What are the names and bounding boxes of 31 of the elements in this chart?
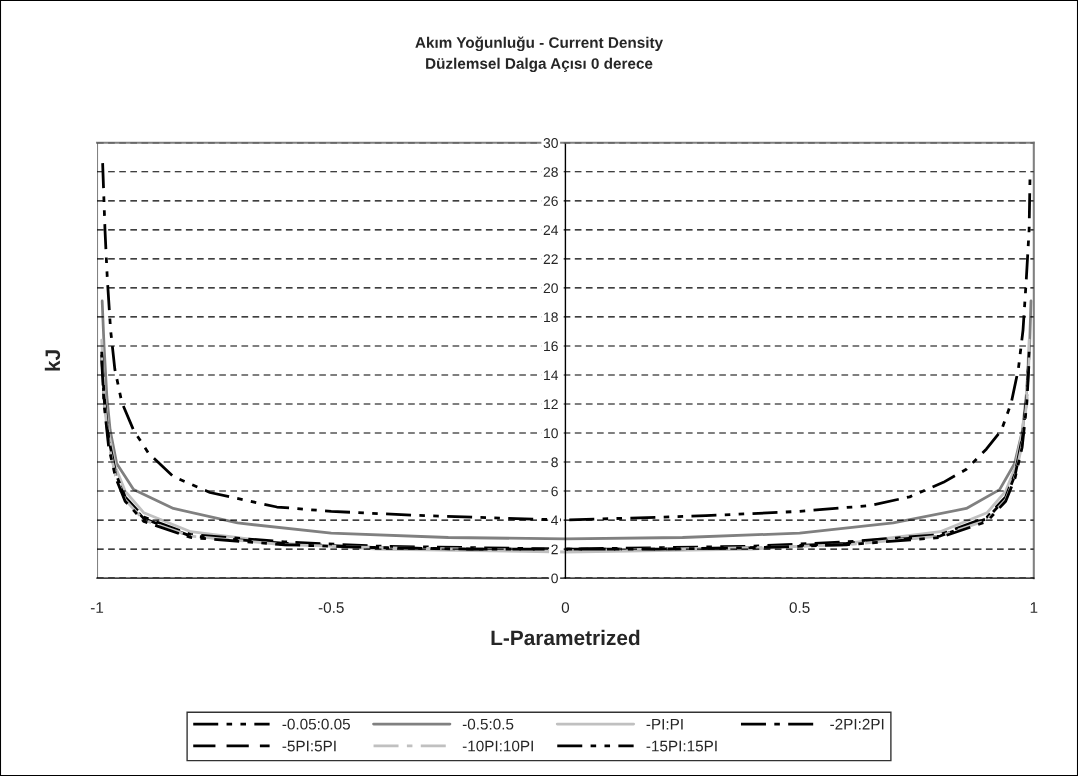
legend-label: -15PI:15PI	[646, 740, 717, 752]
x-tick-label: -0.5	[318, 602, 344, 613]
legend-label: -2PI:2PI	[830, 718, 884, 730]
x-tick-label: 0	[561, 602, 570, 613]
legend-label: -PI:PI	[646, 718, 683, 730]
x-axis-title: L-Parametrized	[491, 629, 640, 646]
y-tick-label: 16	[544, 341, 558, 352]
legend-label: -5PI:5PI	[282, 740, 336, 752]
x-tick-label: -1	[90, 602, 104, 613]
y-tick-label: 14	[544, 370, 559, 380]
y-tick-label: 30	[543, 138, 558, 148]
y-tick-label: 10	[544, 428, 558, 439]
y-tick-label: 28	[543, 167, 558, 177]
y-tick-label: 18	[544, 312, 558, 323]
y-tick-label: 22	[543, 254, 558, 264]
x-tick-label: 0.5	[789, 602, 810, 613]
y-tick-label: 2	[551, 544, 558, 555]
legend-label: -10PI:10PI	[462, 740, 533, 752]
y-tick-label: 0	[551, 573, 558, 584]
y-tick-label: 8	[551, 457, 558, 468]
legend-label: -0.5:0.5	[462, 718, 514, 730]
y-tick-label: 20	[543, 283, 558, 294]
y-tick-label: 26	[543, 196, 558, 206]
y-tick-label: 6	[551, 486, 558, 497]
y-tick-label: 4	[551, 515, 559, 526]
legend-label: -0.05:0.05	[282, 718, 350, 730]
y-tick-label: 12	[544, 399, 558, 410]
x-tick-label: 1	[1030, 602, 1038, 613]
chart-title: Akım Yoğunluğu - Current Density Düzlemsel Dalga Açısı 0 derece	[415, 36, 663, 73]
y-axis-title: kJ	[44, 350, 61, 371]
y-tick-label: 24	[543, 225, 559, 235]
